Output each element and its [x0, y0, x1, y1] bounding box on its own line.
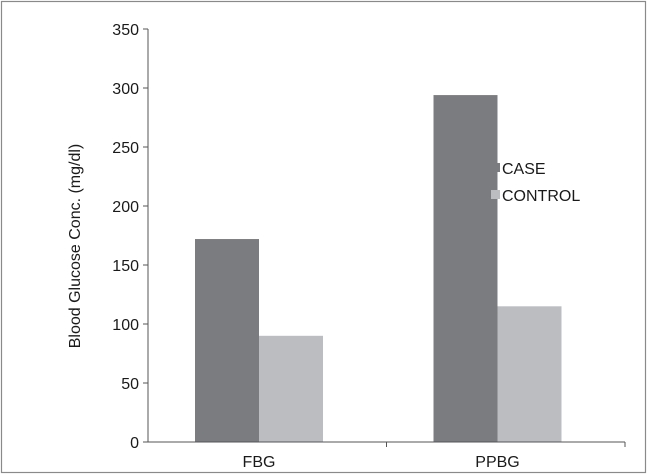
y-tick-label: 200: [112, 199, 139, 216]
legend-swatch-case: [491, 163, 500, 172]
bar-control-ppbg: [497, 306, 562, 442]
y-axis-ticks: 0 50 100 150 200 250 300 350: [112, 22, 148, 452]
y-tick-label: 350: [112, 22, 139, 39]
y-axis-title: Blood Glucose Conc. (mg/dl): [67, 144, 84, 349]
legend: CASE CONTROL: [491, 161, 580, 205]
legend-swatch-control: [491, 190, 500, 199]
y-tick-label: 300: [112, 81, 139, 98]
bar-case-fbg: [195, 239, 259, 442]
y-tick-label: 150: [112, 258, 139, 275]
legend-label-case: CASE: [502, 161, 546, 178]
y-tick-label: 0: [130, 435, 139, 452]
bar-case-ppbg: [433, 95, 498, 442]
bars-group: [195, 95, 562, 442]
y-tick-label: 250: [112, 140, 139, 157]
legend-label-control: CONTROL: [502, 188, 580, 205]
x-axis-ticks: FBG PPBG: [243, 442, 626, 471]
y-tick-label: 50: [121, 376, 139, 393]
bar-control-fbg: [259, 335, 323, 442]
y-tick-label: 100: [112, 317, 139, 334]
x-tick-label: FBG: [243, 454, 276, 471]
x-tick-label: PPBG: [475, 454, 519, 471]
